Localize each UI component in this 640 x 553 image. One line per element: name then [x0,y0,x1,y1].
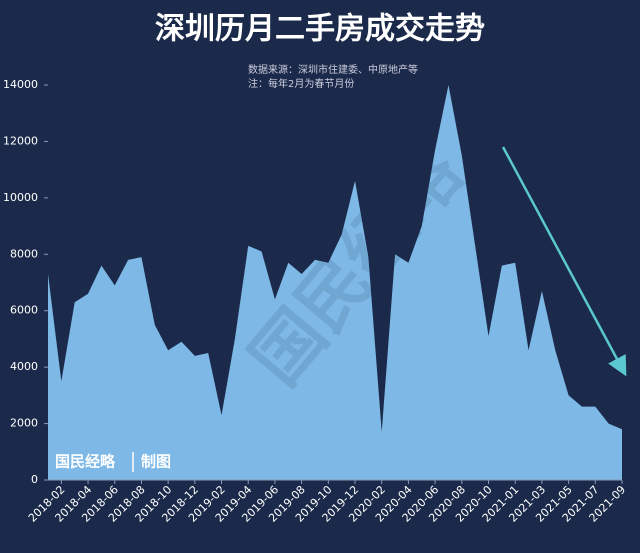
trend-arrow [501,146,627,377]
y-tick-label: 8000 [10,247,38,260]
y-tick-label: 10000 [3,191,38,204]
source: 数据来源：深圳市住建委、中原地产等 [248,63,418,76]
credit-suffix: 制图 [141,453,171,471]
y-tick-label: 0 [31,473,38,486]
credit: 国民经略 [55,453,116,471]
y-tick-label: 2000 [10,417,38,430]
y-tick-label: 12000 [3,134,38,147]
y-tick-label: 6000 [10,304,38,317]
y-tick-label: 4000 [10,360,38,373]
note: 注：每年2月为春节月份 [248,77,354,90]
y-tick-label: 14000 [3,78,38,91]
chart-title: 深圳历月二手房成交走势 [155,12,485,47]
area [48,85,622,480]
